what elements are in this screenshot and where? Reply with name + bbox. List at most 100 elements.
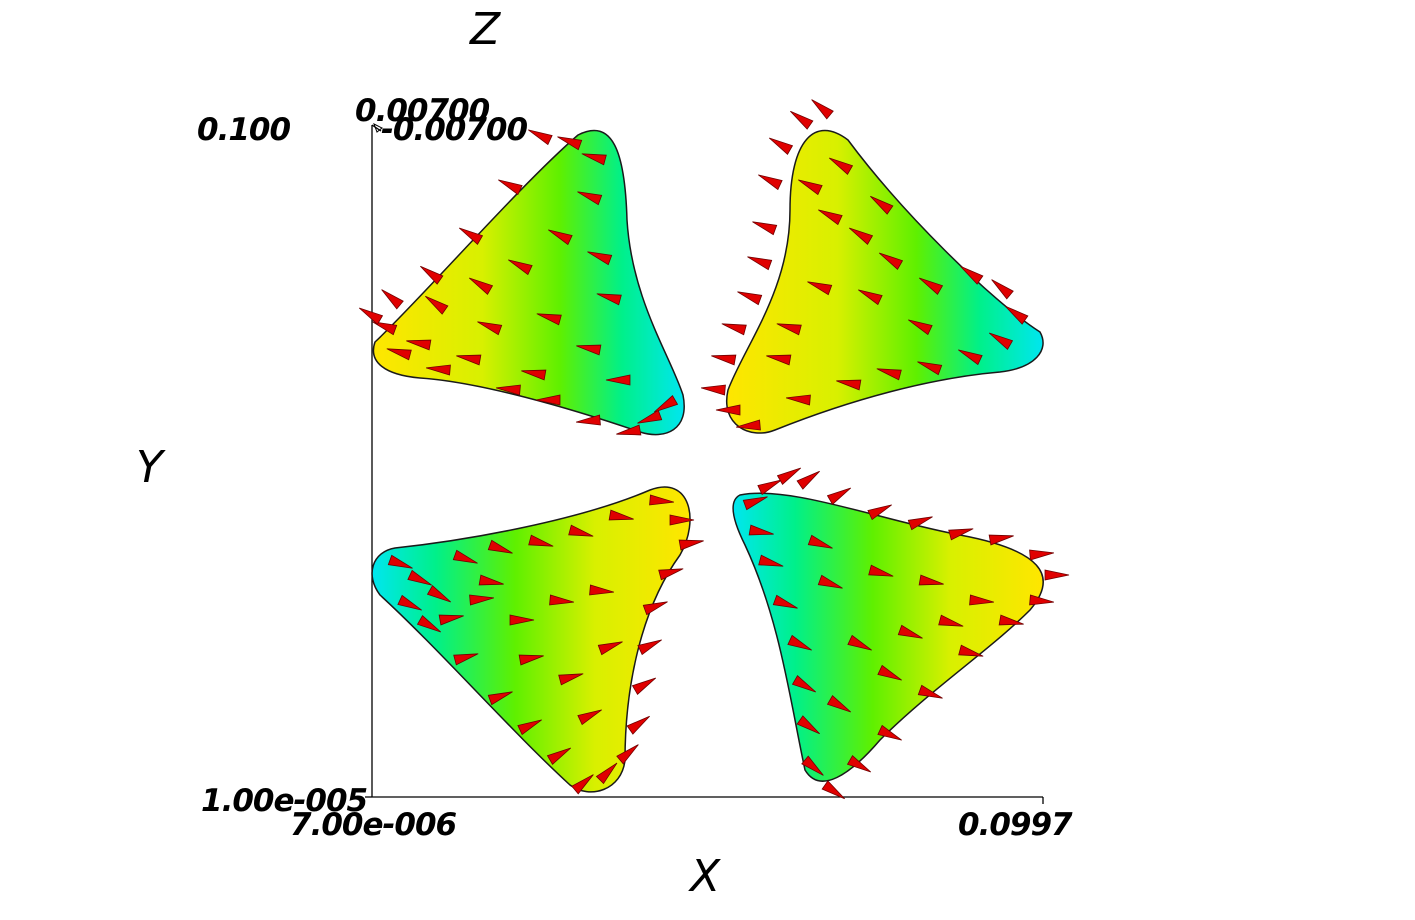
z-max-label: 0.00700 [355,93,490,129]
vector-cone-glyph [420,265,444,285]
vector-cone-glyph [637,409,663,424]
vector-cone-glyph [487,691,513,706]
vector-cone-glyph [897,624,923,639]
vector-cone-glyph [477,321,503,336]
vector-cone-glyph [453,653,479,666]
vector-cone-glyph [535,394,561,406]
vector-cone-glyph [858,289,883,306]
vector-cone-glyph [817,574,843,589]
vector-cone-glyph [988,332,1014,350]
vector-cone-glyph [801,755,824,776]
vector-cone-glyph [876,368,902,381]
vector-cone-glyph [626,715,650,735]
vector-cone-glyph [828,157,854,175]
vector-cone-glyph [416,615,442,633]
surfaces [371,129,1044,793]
vector-cone-glyph [747,256,773,271]
vector-cone-glyph [456,354,482,366]
vector-cone-glyph [867,504,892,521]
vector-cone-glyph [796,470,820,490]
vector-cone-glyph [847,634,872,651]
vector-cone-glyph [487,539,513,554]
vector-cone-glyph [807,534,833,549]
vector-cone-glyph [917,361,943,376]
vector-cone-glyph [868,564,894,577]
vector-cone-glyph [787,634,812,651]
x-min-label: 7.00e-006 [290,807,457,843]
vector-cone-glyph [631,677,657,695]
vector-cone-glyph [637,639,662,656]
vector-cone-glyph [478,574,504,586]
vector-cone-glyph [870,195,894,215]
vector-cone-glyph [577,191,603,206]
vector-cone-glyph [595,762,618,785]
vector-cone-glyph [826,487,852,505]
vector-cone-glyph [509,614,535,626]
vector-cone-glyph [528,129,553,146]
z-min-label: -0.00700 [381,112,528,148]
vector-cone-glyph [848,227,874,245]
vector-cone-glyph [468,277,494,295]
vector-cone-glyph [807,281,833,296]
vector-cone-glyph [576,344,602,356]
vector-cone-glyph [528,534,554,547]
vector-cone-glyph [521,369,547,381]
vector-cone-glyph [918,574,944,586]
surface-bottom-right [732,492,1044,782]
vector-cone-glyph [587,251,613,266]
vector-cone-glyph [821,780,845,800]
vector-cone-glyph [790,110,814,130]
axes-box [365,124,1044,804]
vector-cone-glyph [948,528,974,541]
vector-cone-glyph [917,684,943,699]
vector-cone-glyph [568,524,594,537]
vector-cone-glyph [558,673,584,686]
x-max-label: 0.0997 [958,807,1073,843]
vector-cone-glyph [406,339,432,351]
vector-glyphs [358,99,1070,800]
vector-cone-glyph [605,374,631,386]
vector-cone-glyph [678,539,704,551]
surface-top-right [725,129,1044,434]
vector-cone-glyph [387,554,413,569]
vector-cone-glyph [425,295,449,315]
z-axis-title: Z [470,4,501,55]
vector-cone-glyph [616,744,639,765]
vector-cone-glyph [737,291,763,306]
vector-cone-glyph [536,313,562,326]
vector-cone-glyph [642,601,668,616]
vector-cone-glyph [878,252,904,270]
vector-cone-glyph [495,384,521,396]
vector-cone-glyph [452,549,478,564]
vector-cone-glyph [877,664,902,681]
vector-cone-glyph [836,379,862,391]
y-axis-title: Y [136,442,163,493]
x-axis-title: X [690,851,721,902]
vector-cone-glyph [669,514,695,526]
vector-cone-glyph [1005,305,1029,325]
vector-cone-glyph [458,227,484,245]
vector-cone-glyph [826,695,852,713]
vector-cone-glyph [700,384,726,396]
vector-cone-glyph [877,724,902,741]
vector-cone-glyph [988,534,1014,546]
vector-cone-glyph [616,424,642,436]
vector-cone-glyph [846,755,872,773]
vector-cone-glyph [958,349,983,366]
vector-cone-glyph [938,614,964,627]
vector-cone-glyph [517,719,542,736]
vector-cone-glyph [1029,549,1055,561]
vector-cone-glyph [721,323,747,336]
vector-cone-glyph [768,137,794,155]
vector-cone-glyph [776,467,802,485]
vector-cone-glyph [596,293,622,306]
vector-cone-glyph [991,279,1014,300]
vector-cone-glyph [918,277,944,295]
vector-cone-glyph [785,394,811,406]
vector-cone-glyph [358,307,384,325]
vector-cone-glyph [372,321,398,336]
vector-cone-glyph [748,524,774,536]
vector-cone-glyph [575,414,601,426]
vector-cone-glyph [386,348,412,361]
